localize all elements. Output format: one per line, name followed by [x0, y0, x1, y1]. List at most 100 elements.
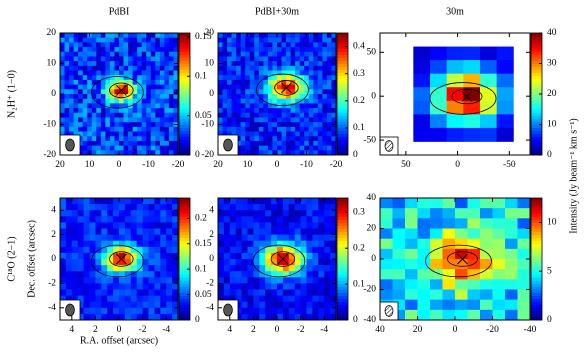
heatmap-cell	[240, 42, 246, 48]
heatmap-cell	[71, 234, 79, 242]
heatmap-cell	[235, 265, 242, 272]
heatmap-cell	[82, 79, 88, 86]
heatmap-cell	[304, 126, 310, 132]
heatmap-cell	[235, 313, 242, 321]
heatmap-cell	[417, 198, 431, 209]
heatmap-cell	[164, 103, 170, 109]
heatmap-cell	[430, 228, 443, 240]
colorbar-cell	[337, 304, 348, 309]
heatmap-cell	[430, 238, 443, 250]
heatmap-cell	[168, 61, 174, 67]
heatmap-cell	[83, 246, 90, 254]
heatmap-cell	[218, 289, 225, 296]
heatmap-cell	[322, 126, 328, 132]
colorbar-cell	[531, 97, 542, 101]
heatmap-cell	[159, 131, 165, 137]
heatmap-cell	[113, 204, 120, 211]
x-tick-label: 20	[55, 160, 65, 170]
heatmap-cell	[60, 98, 65, 104]
heatmap-cell	[304, 112, 310, 118]
colorbar-cell	[179, 313, 190, 318]
heatmap-cell	[109, 136, 115, 142]
heatmap-cell	[331, 79, 337, 86]
heatmap-cell	[282, 289, 290, 296]
heatmap-cell	[322, 89, 328, 95]
heatmap-cell	[322, 136, 328, 142]
heatmap-cell	[154, 240, 161, 248]
heatmap-cell	[100, 84, 106, 90]
heatmap-cell	[78, 42, 84, 48]
heatmap-cell	[263, 117, 269, 123]
heatmap-cell	[141, 70, 147, 76]
heatmap-cell	[223, 216, 231, 223]
heatmap-cell	[78, 94, 84, 100]
colorbar-cell	[337, 33, 348, 37]
heatmap-cell	[313, 112, 319, 118]
heatmap-cell	[267, 136, 273, 142]
heatmap-cell	[277, 84, 282, 90]
heatmap-cell	[271, 295, 278, 303]
heatmap-cell	[326, 56, 332, 62]
heatmap-cell	[313, 75, 319, 81]
colorbar-cell	[179, 286, 190, 290]
colorbar-cell	[531, 234, 542, 239]
heatmap-cell	[290, 37, 296, 43]
heatmap-cell	[60, 42, 65, 48]
colorbar-cell	[337, 127, 348, 131]
heatmap-cell	[119, 131, 124, 137]
heatmap-cell	[77, 204, 84, 211]
heatmap-cell	[253, 252, 260, 260]
heatmap-cell	[271, 307, 278, 315]
heatmap-cell	[235, 301, 242, 309]
heatmap-cell	[290, 79, 296, 86]
heatmap-cell	[218, 79, 223, 86]
heatmap-cell	[60, 240, 67, 248]
heatmap-cell	[100, 79, 106, 86]
heatmap-cell	[60, 47, 65, 53]
heatmap-cell	[430, 87, 448, 102]
heatmap-cell	[132, 51, 138, 57]
colorbar-tick-label: 0	[195, 315, 200, 325]
heatmap-cell	[295, 122, 301, 128]
heatmap-cell	[218, 47, 223, 53]
colorbar-cell	[531, 210, 542, 214]
heatmap-cell	[281, 33, 287, 39]
heatmap-cell	[155, 98, 161, 104]
heatmap-cell	[172, 252, 179, 260]
heatmap-cell	[277, 140, 282, 147]
heatmap-cell	[142, 246, 149, 254]
heatmap-cell	[299, 51, 305, 57]
heatmap-cell	[263, 140, 269, 147]
heatmap-cell	[229, 259, 237, 266]
heatmap-cell	[322, 112, 328, 118]
heatmap-cell	[60, 103, 65, 109]
heatmap-cell	[60, 79, 65, 86]
heatmap-cell	[96, 98, 102, 104]
colorbar-cell	[337, 301, 348, 306]
heatmap-cell	[164, 33, 170, 39]
heatmap-cell	[136, 198, 143, 205]
heatmap-cell	[89, 271, 96, 278]
heatmap-cell	[172, 307, 179, 315]
heatmap-cell	[417, 269, 431, 280]
heatmap-cell	[286, 98, 292, 104]
heatmap-cell	[173, 117, 179, 123]
heatmap-cell	[82, 75, 88, 81]
heatmap-cell	[271, 222, 278, 229]
heatmap-cell	[496, 114, 514, 129]
heatmap-cell	[128, 140, 134, 147]
heatmap-cell	[417, 309, 431, 321]
heatmap-cell	[141, 42, 147, 48]
colorbar-tick-label: 0.05	[195, 111, 212, 121]
heatmap-cell	[105, 94, 111, 100]
heatmap-cell	[286, 108, 292, 114]
heatmap-cell	[132, 98, 138, 104]
heatmap-cell	[313, 108, 319, 114]
heatmap-cell	[73, 122, 79, 128]
heatmap-cell	[265, 240, 272, 248]
heatmap-cell	[271, 283, 278, 290]
colorbar-cell	[531, 109, 542, 113]
heatmap-cell	[91, 89, 97, 95]
heatmap-cell	[69, 126, 75, 132]
colorbar-cell	[179, 295, 190, 300]
